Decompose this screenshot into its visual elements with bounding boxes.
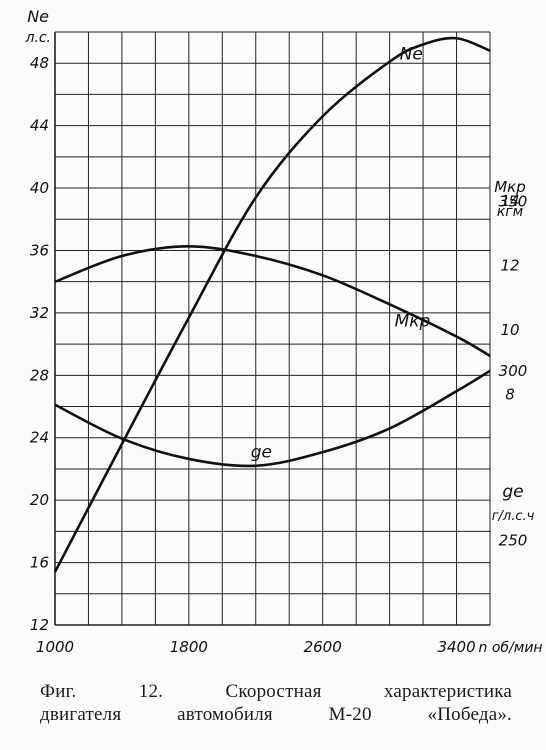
series-label-ge: ge (251, 443, 272, 463)
y-axis-label-ne: Ne (27, 7, 49, 26)
y-tick-label-ne: 40 (30, 179, 49, 197)
y-tick-label-ge: 250 (499, 531, 528, 549)
y-tick-label-ne: 32 (30, 304, 49, 322)
y-axis-label-mkr: Mкр (494, 178, 526, 196)
y-axis-unit-ne: л.с. (24, 30, 51, 46)
y-tick-label-ne: 36 (30, 241, 49, 259)
y-tick-label-ne: 48 (30, 54, 49, 72)
series-line-ge (54, 369, 491, 468)
y-tick-label-ne: 28 (30, 366, 49, 384)
series-line-mkr (54, 245, 491, 358)
y-tick-label-ne: 16 (30, 554, 49, 572)
y-tick-label-ne: 24 (30, 429, 49, 447)
y-tick-label-mkr: 12 (500, 257, 519, 275)
y-tick-label-ge: 300 (499, 362, 528, 380)
figure-caption-line-2: двигателя автомобиля М-20 «Победа». (40, 704, 512, 725)
x-axis-label: n об/мин (479, 640, 543, 656)
x-tick-label: 1000 (36, 638, 74, 656)
y-tick-label-ge: 350 (499, 192, 528, 210)
y-tick-label-ne: 44 (30, 117, 49, 135)
series-label-mkr: Mкр (395, 311, 431, 331)
y-axis-unit-mkr: кгм (497, 204, 524, 220)
y-tick-label-mkr: 8 (505, 386, 515, 404)
y-tick-label-ne: 12 (30, 616, 49, 634)
figure-caption-line-1: Фиг. 12. Скоростная характеристика (40, 681, 512, 702)
y-tick-label-ne: 20 (30, 491, 49, 509)
x-tick-label: 1800 (170, 638, 208, 656)
series-label-ne: Ne (400, 45, 423, 65)
y-tick-label-mkr: 14 (500, 192, 519, 210)
y-axis-label-ge: ge (502, 482, 523, 502)
y-tick-label-mkr: 10 (500, 321, 519, 339)
series-line-ne (53, 36, 491, 573)
x-tick-label: 3400 (437, 638, 475, 656)
x-tick-label: 2600 (304, 638, 342, 656)
y-axis-unit-ge: г/л.с.ч (492, 509, 535, 524)
speed-characteristic-chart: 12162024283236404448Neл.с.8101214Mкркгм2… (24, 7, 543, 656)
